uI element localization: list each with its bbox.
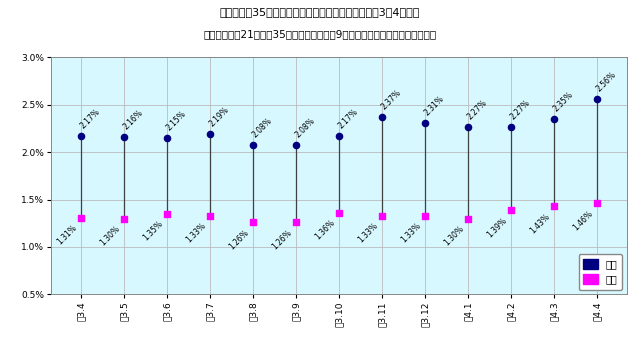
Text: 1.46%: 1.46% (571, 209, 595, 232)
Point (248, 219, 259, 225)
Point (291, 142, 301, 148)
Text: 【フラット35】借入金利の推移（最低～最高）令和3年4月から: 【フラット35】借入金利の推移（最低～最高）令和3年4月から (220, 7, 420, 17)
Point (420, 213, 430, 219)
Text: 2.27%: 2.27% (508, 98, 532, 121)
Text: 2.35%: 2.35% (551, 90, 575, 113)
Point (420, 120, 430, 126)
Point (205, 213, 216, 219)
Text: 2.17%: 2.17% (337, 107, 360, 131)
Point (592, 96, 602, 102)
Point (162, 211, 172, 217)
Point (334, 210, 344, 216)
Point (506, 207, 516, 213)
Text: 2.37%: 2.37% (380, 88, 403, 112)
Text: 2.31%: 2.31% (422, 94, 445, 117)
Text: 1.26%: 1.26% (227, 228, 250, 251)
Point (592, 201, 602, 206)
Text: 2.56%: 2.56% (595, 70, 618, 94)
Text: 1.31%: 1.31% (55, 223, 79, 246)
Point (506, 124, 516, 130)
Point (463, 216, 473, 222)
Point (334, 133, 344, 139)
Text: 1.39%: 1.39% (485, 216, 508, 239)
Text: 1.30%: 1.30% (98, 224, 122, 247)
Text: 2.16%: 2.16% (122, 108, 145, 131)
Point (463, 124, 473, 130)
Point (291, 219, 301, 225)
Text: 1.36%: 1.36% (313, 218, 337, 242)
Legend: 最高, 最低: 最高, 最低 (579, 255, 622, 289)
Text: 2.08%: 2.08% (250, 116, 274, 139)
Point (549, 203, 559, 209)
Point (76, 133, 86, 139)
Text: 1.26%: 1.26% (270, 228, 293, 251)
Text: 2.08%: 2.08% (293, 116, 317, 139)
Text: 2.15%: 2.15% (164, 109, 188, 132)
Text: 1.33%: 1.33% (356, 221, 380, 244)
Text: 2.19%: 2.19% (207, 106, 230, 129)
Point (119, 216, 129, 222)
Text: 1.33%: 1.33% (184, 221, 207, 244)
Point (549, 116, 559, 122)
Text: 1.33%: 1.33% (399, 221, 422, 244)
Point (205, 131, 216, 137)
Point (162, 135, 172, 141)
Point (119, 134, 129, 140)
Point (377, 213, 387, 219)
Text: 2.27%: 2.27% (465, 98, 488, 121)
Text: 1.30%: 1.30% (442, 224, 465, 247)
Point (377, 114, 387, 120)
Point (76, 215, 86, 220)
Text: 1.35%: 1.35% (141, 219, 164, 243)
Text: 2.17%: 2.17% (79, 107, 102, 131)
Point (248, 142, 259, 148)
Text: ＜借入期間が21年以上35年以下、融資率が9割以下、新機構団信付きの場合＞: ＜借入期間が21年以上35年以下、融資率が9割以下、新機構団信付きの場合＞ (204, 29, 436, 39)
Text: 1.43%: 1.43% (528, 212, 551, 235)
